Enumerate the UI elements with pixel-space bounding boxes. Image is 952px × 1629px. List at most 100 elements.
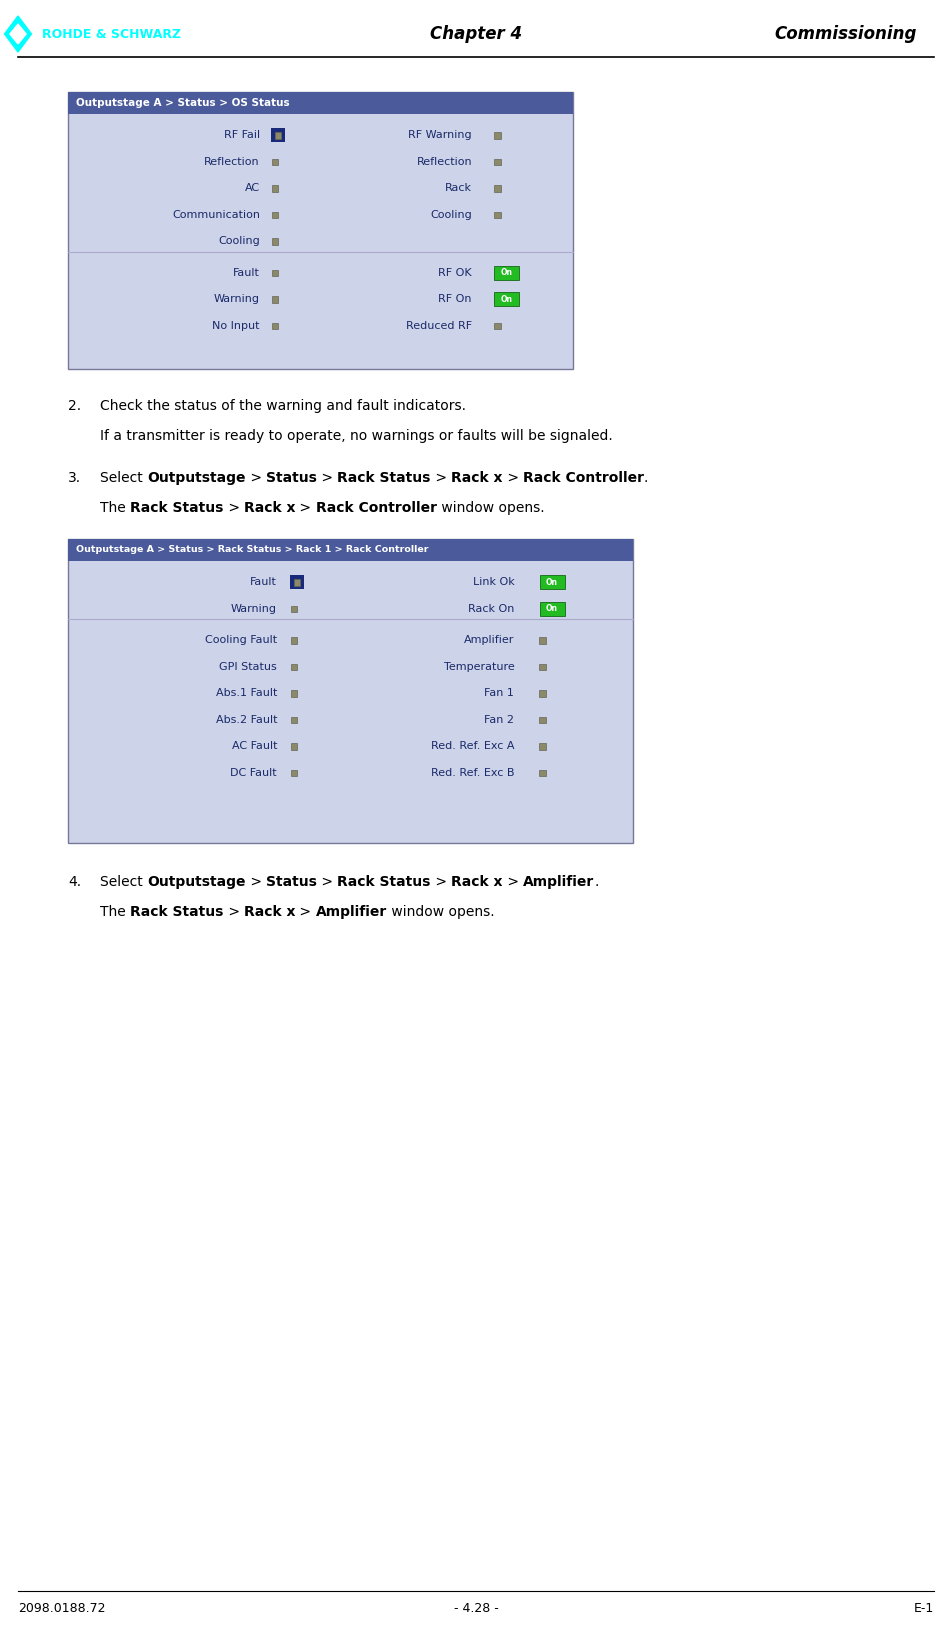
Text: >: >: [224, 906, 244, 919]
Text: Outputstage A > Status > OS Status: Outputstage A > Status > OS Status: [76, 98, 289, 108]
Text: No Input: No Input: [212, 321, 260, 331]
Text: Rack On: Rack On: [468, 604, 514, 614]
Text: Fan 2: Fan 2: [485, 715, 514, 725]
Text: Outputstage A > Status > Rack Status > Rack 1 > Rack Controller: Outputstage A > Status > Rack Status > R…: [76, 546, 428, 554]
Text: Status: Status: [266, 471, 317, 485]
Polygon shape: [5, 16, 31, 52]
Bar: [540, 575, 565, 590]
Text: Amplifier: Amplifier: [523, 875, 594, 889]
Bar: [540, 717, 545, 723]
Text: Fault: Fault: [233, 267, 260, 279]
Text: Abs.1 Fault: Abs.1 Fault: [216, 687, 277, 699]
Text: >: >: [317, 471, 337, 485]
Bar: [494, 132, 501, 138]
Text: Rack Controller: Rack Controller: [316, 502, 437, 515]
Text: Rack Status: Rack Status: [130, 502, 224, 515]
Text: Warning: Warning: [231, 604, 277, 614]
Bar: [494, 292, 519, 306]
Text: Rack x: Rack x: [244, 502, 295, 515]
Text: Rack Status: Rack Status: [337, 471, 430, 485]
Text: Reflection: Reflection: [205, 156, 260, 166]
Text: Link Ok: Link Ok: [472, 577, 514, 586]
Polygon shape: [10, 24, 26, 44]
Bar: [290, 769, 297, 775]
Text: AC Fault: AC Fault: [231, 741, 277, 751]
Text: Rack: Rack: [445, 182, 472, 194]
Text: 2.: 2.: [68, 399, 81, 414]
Text: >: >: [430, 875, 451, 889]
Text: GPI Status: GPI Status: [219, 661, 277, 671]
Text: Select: Select: [100, 471, 148, 485]
Text: Select: Select: [100, 875, 148, 889]
Text: >: >: [430, 471, 451, 485]
Text: Red. Ref. Exc B: Red. Ref. Exc B: [431, 767, 514, 777]
Text: Chapter 4: Chapter 4: [430, 24, 522, 42]
Text: AC: AC: [245, 182, 260, 194]
Bar: [494, 158, 501, 165]
Bar: [68, 539, 633, 560]
Text: >: >: [503, 471, 523, 485]
Text: .: .: [644, 471, 648, 485]
Text: Rack x: Rack x: [244, 906, 295, 919]
Text: window opens.: window opens.: [387, 906, 495, 919]
Text: RF On: RF On: [439, 295, 472, 305]
Text: DC Fault: DC Fault: [230, 767, 277, 777]
Text: Cooling Fault: Cooling Fault: [205, 635, 277, 645]
Text: RF Warning: RF Warning: [408, 130, 472, 140]
Text: Reduced RF: Reduced RF: [406, 321, 472, 331]
Text: - 4.28 -: - 4.28 -: [453, 1603, 499, 1616]
Text: 2098.0188.72: 2098.0188.72: [18, 1603, 106, 1616]
Bar: [290, 717, 297, 723]
Text: >: >: [246, 471, 266, 485]
Text: Check the status of the warning and fault indicators.: Check the status of the warning and faul…: [100, 399, 466, 414]
Text: >: >: [503, 875, 523, 889]
Bar: [294, 578, 300, 585]
Text: Red. Ref. Exc A: Red. Ref. Exc A: [431, 741, 514, 751]
Text: Fan 1: Fan 1: [485, 687, 514, 699]
Bar: [540, 769, 545, 775]
Bar: [272, 186, 278, 192]
Bar: [290, 663, 297, 670]
Text: Commissioning: Commissioning: [775, 24, 917, 42]
Text: Outputstage: Outputstage: [148, 875, 246, 889]
Bar: [540, 637, 545, 643]
Bar: [275, 132, 281, 138]
Text: If a transmitter is ready to operate, no warnings or faults will be signaled.: If a transmitter is ready to operate, no…: [100, 428, 613, 443]
Bar: [289, 575, 304, 590]
Bar: [272, 323, 278, 329]
Bar: [272, 296, 278, 303]
Text: Rack Status: Rack Status: [130, 906, 224, 919]
Text: >: >: [295, 906, 316, 919]
Bar: [540, 663, 545, 670]
Bar: [494, 323, 501, 329]
Text: >: >: [317, 875, 337, 889]
Text: On: On: [501, 295, 513, 303]
Text: Rack x: Rack x: [451, 471, 503, 485]
Bar: [68, 91, 573, 370]
Text: 3.: 3.: [68, 471, 81, 485]
Text: Rack Controller: Rack Controller: [523, 471, 644, 485]
Text: Outputstage: Outputstage: [148, 471, 246, 485]
Text: Cooling: Cooling: [218, 236, 260, 246]
Text: Amplifier: Amplifier: [316, 906, 387, 919]
Text: On: On: [501, 269, 513, 277]
Text: Rack x: Rack x: [451, 875, 503, 889]
Bar: [494, 212, 501, 218]
Text: >: >: [224, 502, 244, 515]
Bar: [272, 212, 278, 218]
Text: RF Fail: RF Fail: [224, 130, 260, 140]
Text: RF OK: RF OK: [438, 267, 472, 279]
Text: Temperature: Temperature: [444, 661, 514, 671]
Text: On: On: [546, 578, 558, 586]
Bar: [290, 691, 297, 697]
Text: On: On: [546, 604, 558, 613]
Bar: [494, 266, 519, 280]
Text: Amplifier: Amplifier: [464, 635, 514, 645]
Bar: [540, 601, 565, 616]
Text: 4.: 4.: [68, 875, 81, 889]
Bar: [272, 158, 278, 165]
Bar: [68, 91, 573, 114]
Text: Rack Status: Rack Status: [337, 875, 430, 889]
Text: .: .: [594, 875, 599, 889]
Text: Cooling: Cooling: [430, 210, 472, 220]
